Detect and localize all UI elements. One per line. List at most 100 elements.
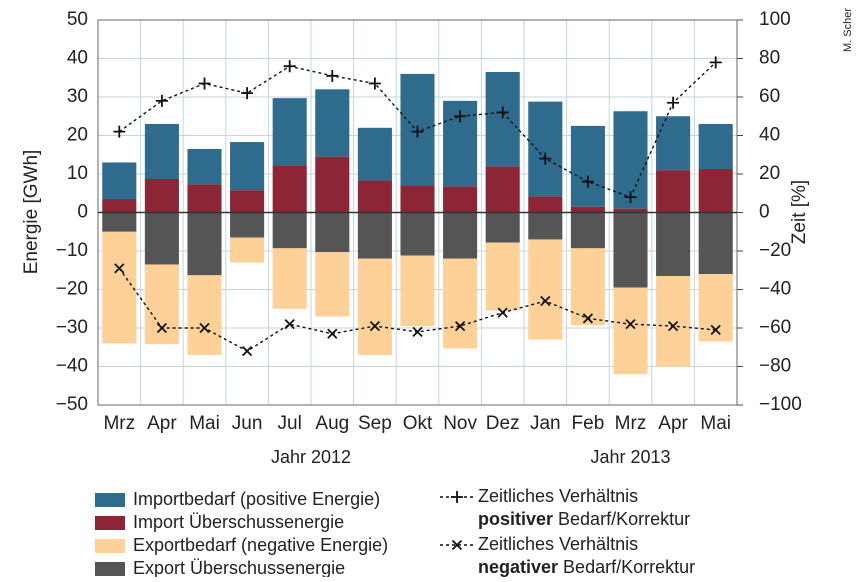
line-marker [412, 326, 423, 337]
bar [187, 275, 222, 355]
x-tick-label: Nov [443, 413, 477, 434]
line-marker [496, 106, 509, 119]
bar [613, 212, 648, 288]
y-tick-label: 30 [67, 86, 88, 107]
line-marker [283, 60, 296, 73]
bar [656, 170, 691, 213]
y-tick-label: −10 [56, 240, 88, 261]
y2-tick-label: −60 [759, 317, 791, 338]
y-tick-label: 0 [77, 202, 88, 223]
legend-label: Importbedarf (positive Energie) [133, 489, 380, 509]
y2-tick-label: 60 [759, 86, 780, 107]
bar [528, 196, 563, 213]
bar [400, 255, 435, 327]
legend-marker [451, 539, 463, 551]
bar [485, 71, 520, 167]
bar [187, 148, 222, 185]
y-tick-label: −20 [56, 279, 88, 300]
line-marker [581, 175, 594, 188]
bar [357, 258, 392, 355]
y2-tick-label: 40 [759, 125, 780, 146]
x-tick-label: Dez [486, 413, 520, 434]
y2-tick-label: 80 [759, 48, 780, 69]
bar [272, 98, 307, 166]
line-marker [709, 56, 722, 69]
bar [443, 186, 478, 213]
line-marker [710, 324, 721, 336]
bar [656, 116, 691, 171]
line-marker [155, 94, 168, 107]
bar [570, 212, 605, 249]
bar [570, 206, 605, 213]
line-marker [667, 96, 680, 109]
bar [698, 212, 733, 275]
bar [144, 212, 179, 265]
y-axis-label: Energie [GWh] [21, 150, 42, 275]
line-marker [454, 110, 467, 123]
bar [272, 248, 307, 309]
line-marker [625, 319, 636, 330]
x-tick-label: Apr [147, 413, 177, 434]
bar [230, 142, 265, 191]
bar [698, 123, 733, 169]
line-marker [156, 322, 168, 334]
x-tick-label: Jan [530, 413, 561, 434]
x-group-label: Jahr 2012 [271, 447, 351, 467]
y-tick-label: 40 [67, 48, 88, 69]
bar [698, 274, 733, 342]
line-marker [497, 307, 508, 318]
bar [102, 231, 137, 344]
y-tick-label: −40 [56, 356, 88, 377]
bar [272, 165, 307, 213]
y2-tick-label: 20 [759, 163, 780, 184]
bar [485, 242, 520, 311]
x-tick-label: Feb [572, 413, 605, 434]
bar [315, 212, 350, 253]
y2-tick-label: 0 [759, 202, 770, 223]
y-tick-label: 10 [67, 163, 88, 184]
bar [102, 212, 137, 232]
x-tick-label: Apr [658, 413, 688, 434]
y2-tick-label: 100 [759, 9, 791, 30]
y2-tick-label: −20 [759, 240, 791, 261]
y2-tick-label: −80 [759, 356, 791, 377]
line-marker [327, 328, 338, 339]
legend-label: Import Überschussenergie [133, 512, 344, 532]
legend-swatch [95, 493, 125, 507]
bar [102, 162, 137, 200]
y-tick-label: 50 [67, 9, 88, 30]
bar [613, 287, 648, 375]
bar [698, 168, 733, 213]
bar [144, 179, 179, 213]
line-marker [540, 295, 551, 307]
line-marker [411, 125, 424, 138]
bar [357, 212, 392, 259]
bar [656, 276, 691, 367]
bar [528, 239, 563, 340]
legend-label: Zeitliches Verhältnis negativer Bedarf/Ko… [478, 534, 695, 577]
line-marker [284, 319, 295, 330]
bar [144, 264, 179, 345]
x-tick-label: Mai [189, 413, 220, 434]
bar [230, 212, 265, 238]
bar [570, 248, 605, 326]
line-marker [326, 69, 339, 82]
bar [485, 166, 520, 213]
line-marker [114, 263, 125, 274]
line-marker [454, 320, 466, 332]
line-marker [582, 313, 594, 324]
x-tick-label: Aug [315, 413, 349, 434]
bar [400, 212, 435, 256]
line-marker [198, 77, 211, 90]
y-tick-label: 20 [67, 125, 88, 146]
line-marker [667, 320, 679, 332]
legend-marker [451, 491, 463, 503]
bar [144, 123, 179, 180]
line-marker [539, 152, 552, 165]
bar [656, 212, 691, 277]
bar [230, 190, 265, 213]
x-tick-label: Jul [278, 413, 302, 434]
x-tick-label: Okt [403, 413, 433, 434]
bar [528, 101, 563, 197]
